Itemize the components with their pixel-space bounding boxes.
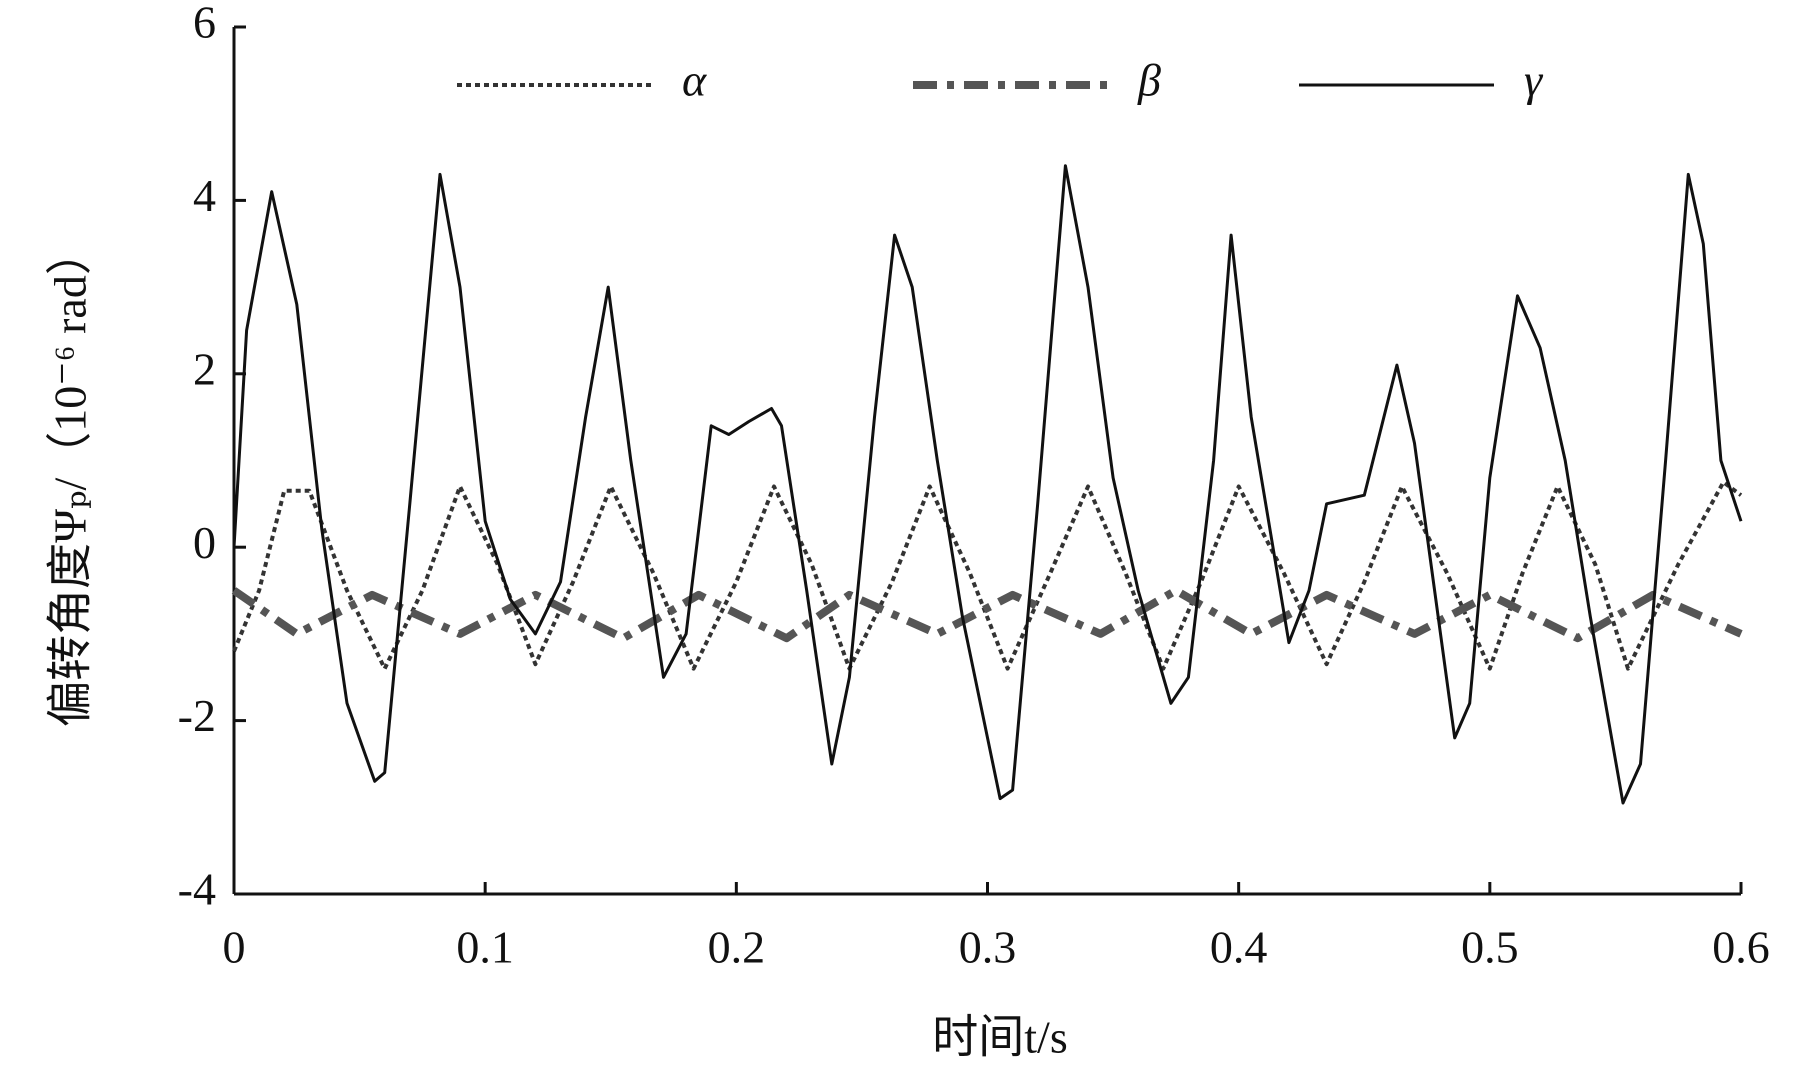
x-tick-label: 0.4	[1210, 922, 1268, 973]
y-tick-label: 0	[193, 517, 216, 568]
series-line	[231, 586, 1743, 643]
x-tick-label: 0.2	[708, 922, 766, 973]
y-axis-label: 偏转角度Ψₚ/（10⁻⁶ rad）	[45, 229, 96, 727]
y-tick-label: -2	[178, 690, 216, 741]
x-tick-label: 0.6	[1712, 922, 1770, 973]
x-tick-label: 0.1	[456, 922, 514, 973]
x-tick-label: 0	[223, 922, 246, 973]
x-tick-label: 0.3	[959, 922, 1017, 973]
y-tick-label: 2	[193, 343, 216, 394]
y-tick-label: 6	[193, 0, 216, 48]
legend-label: β	[1137, 55, 1161, 106]
y-tick-label: 4	[193, 170, 216, 221]
x-tick-label: 0.5	[1461, 922, 1519, 973]
y-tick-label: -4	[178, 864, 216, 915]
legend-label: γ	[1524, 55, 1544, 106]
x-axis-label: 时间t/s	[932, 1012, 1067, 1063]
series-line	[232, 164, 1743, 805]
legend-label: α	[682, 55, 707, 106]
series-line	[232, 480, 1743, 671]
